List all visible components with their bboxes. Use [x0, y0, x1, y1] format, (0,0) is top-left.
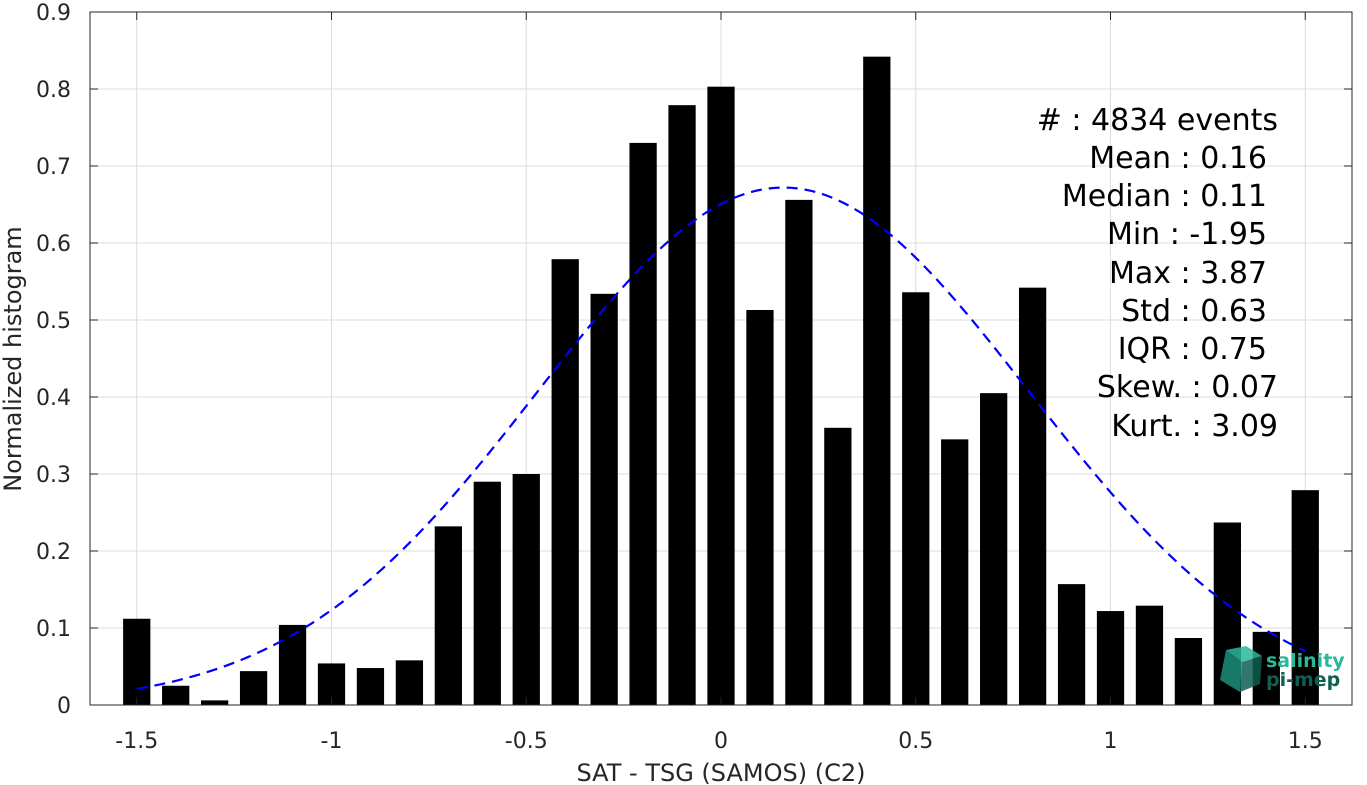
x-tick-label: 0	[714, 729, 728, 754]
y-axis-ticks: 0 0.1 0.2 0.3 0.4 0.5 0.6 0.7 0.8 0.9	[36, 1, 1352, 719]
stats-min: Min : -1.95	[1107, 217, 1267, 252]
y-tick-label: 0.7	[36, 155, 71, 180]
histogram-bar	[863, 56, 891, 706]
histogram-bar	[278, 624, 307, 705]
logo-line2: pi-mep	[1266, 669, 1340, 691]
histogram-bar	[707, 86, 735, 705]
x-tick-label: 0.5	[898, 729, 933, 754]
histogram-bar	[785, 199, 813, 705]
histogram-bar	[1291, 490, 1319, 705]
x-tick-label: -1.5	[115, 729, 158, 754]
histogram-bar	[824, 427, 852, 705]
histogram-bar	[1096, 611, 1125, 705]
y-tick-label: 0	[57, 694, 71, 719]
x-tick-label: 1.5	[1288, 729, 1323, 754]
stats-std: Std : 0.63	[1121, 294, 1267, 329]
stats-count: # : 4834 events	[1037, 103, 1278, 138]
histogram-bar	[902, 292, 930, 705]
y-tick-label: 0.4	[36, 386, 71, 411]
y-tick-label: 0.2	[36, 540, 71, 565]
histogram-bar	[629, 142, 657, 705]
histogram-bar	[551, 259, 579, 705]
normal-fit-curve	[136, 186, 1306, 691]
x-axis-ticks: -1.5 -1 -0.5 0 0.5 1 1.5	[115, 12, 1323, 754]
stats-skew: Skew. : 0.07	[1097, 370, 1278, 405]
salinity-pimep-logo: salinity pi-mep	[1220, 646, 1345, 692]
histogram-bar	[980, 393, 1008, 705]
logo-line1: salinity	[1266, 650, 1345, 672]
x-tick-label: -0.5	[505, 729, 548, 754]
stats-iqr: IQR : 0.75	[1118, 332, 1267, 367]
histogram-bar	[162, 685, 190, 705]
histogram-bar	[512, 474, 540, 705]
histogram-bar	[668, 105, 696, 706]
y-tick-label: 0.3	[36, 463, 71, 488]
histogram-bar	[239, 671, 268, 705]
y-tick-label: 0.5	[36, 309, 71, 334]
histogram-bar	[590, 293, 618, 705]
histogram-bar	[395, 660, 424, 705]
stats-median: Median : 0.11	[1062, 179, 1267, 214]
statistics-box: # : 4834 events Mean : 0.16 Median : 0.1…	[1037, 103, 1278, 444]
histogram-bars	[123, 56, 1319, 706]
histogram-bar	[473, 481, 501, 705]
stats-mean: Mean : 0.16	[1089, 141, 1267, 176]
y-axis-label: Normalized histogram	[0, 226, 27, 491]
histogram-bar	[1135, 605, 1164, 705]
histogram-bar	[201, 700, 229, 705]
x-tick-label: 1	[1104, 729, 1118, 754]
histogram-bar	[123, 618, 151, 705]
y-tick-label: 0.6	[36, 232, 71, 257]
x-axis-label: SAT - TSG (SAMOS) (C2)	[577, 759, 866, 785]
y-tick-label: 0.8	[36, 78, 71, 103]
histogram-bar	[1057, 584, 1086, 705]
histogram-bar	[1174, 638, 1203, 705]
cube-icon	[1220, 646, 1262, 692]
histogram-bar	[941, 439, 969, 705]
y-tick-label: 0.9	[36, 1, 71, 26]
histogram-bar	[356, 668, 385, 705]
stats-max: Max : 3.87	[1109, 256, 1267, 291]
histogram-bar	[1018, 287, 1047, 705]
x-tick-label: -1	[321, 729, 343, 754]
histogram-bar	[434, 526, 462, 705]
y-tick-label: 0.1	[36, 617, 71, 642]
histogram-bar	[746, 309, 774, 705]
stats-kurt: Kurt. : 3.09	[1111, 409, 1278, 444]
